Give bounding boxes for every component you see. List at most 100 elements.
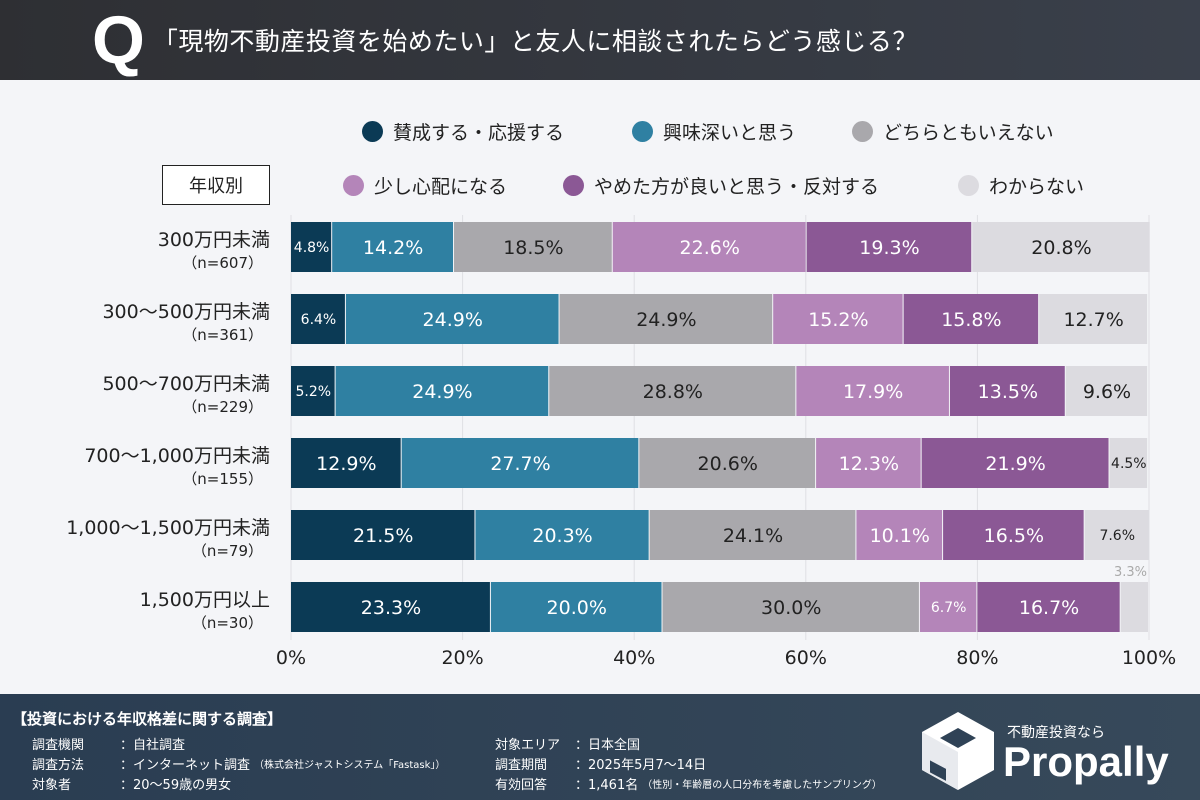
data-label: 15.8% bbox=[941, 309, 1001, 331]
category-n: （n=155） bbox=[182, 470, 263, 488]
bar-segment bbox=[1084, 510, 1149, 560]
legend-item: わからない bbox=[958, 172, 1084, 199]
category-label: 700〜1,000万円未満 bbox=[84, 445, 270, 467]
info-value: ：2025年5月7〜14日 bbox=[575, 758, 707, 773]
category-label: 300〜500万円未満 bbox=[102, 301, 270, 323]
bar-segment bbox=[1120, 582, 1148, 632]
bar-segment bbox=[649, 510, 856, 560]
header-banner: Q 「現物不動産投資を始めたい」と友人に相談されたらどう感じる？ bbox=[0, 0, 1200, 80]
legend-label: 賛成する・応援する bbox=[393, 122, 565, 144]
survey-info-row: 有効回答 ：1,461名 （性別・年齢層の人口分布を考慮したサンプリング） bbox=[495, 774, 882, 793]
info-value: ：自社調査 bbox=[120, 738, 186, 753]
legend-label: 少し心配になる bbox=[374, 176, 508, 198]
info-key: 有効回答 bbox=[495, 778, 548, 793]
data-label: 15.2% bbox=[808, 309, 868, 331]
bar-segment bbox=[291, 582, 490, 632]
legend-swatch bbox=[343, 175, 364, 196]
propally-logo-icon bbox=[922, 712, 994, 790]
data-label: 4.8% bbox=[294, 240, 330, 256]
stacked-bar-chart: 0% 20% 40% 60% 80% 100% 300万円未満 （n=607） 4.8% 14.2… bbox=[66, 215, 1176, 669]
data-label: 16.7% bbox=[1019, 597, 1079, 619]
legend-item: どちらともいえない bbox=[852, 118, 1054, 145]
bar-segment bbox=[291, 366, 335, 416]
x-tick-label: 20% bbox=[441, 647, 483, 669]
legend-label: どちらともいえない bbox=[883, 122, 1054, 144]
group-label: 年収別 bbox=[162, 165, 270, 205]
category-n: （n=79） bbox=[192, 542, 263, 560]
info-key: 調査期間 bbox=[495, 758, 548, 773]
bar-segment bbox=[806, 222, 972, 272]
brand-name: Propally bbox=[1003, 738, 1169, 785]
survey-title: 【投資における年収格差に関する調査】 bbox=[12, 710, 283, 728]
x-tick-label: 40% bbox=[613, 647, 655, 669]
data-label: 20.8% bbox=[1031, 237, 1091, 259]
info-note: （性別・年齢層の人口分布を考慮したサンプリング） bbox=[642, 780, 882, 791]
data-label: 14.2% bbox=[363, 237, 423, 259]
bar-segment bbox=[335, 366, 549, 416]
data-label: 18.5% bbox=[503, 237, 563, 259]
legend-item: やめた方が良いと思う・反対する bbox=[563, 172, 879, 199]
bar-segment bbox=[1109, 438, 1148, 488]
data-label: 20.6% bbox=[698, 453, 758, 475]
data-label: 21.9% bbox=[985, 453, 1045, 475]
data-label: 6.7% bbox=[931, 600, 967, 616]
data-label: 22.6% bbox=[680, 237, 740, 259]
bar-segment bbox=[816, 438, 921, 488]
data-label: 24.9% bbox=[412, 381, 472, 403]
info-key: 対象エリア bbox=[495, 738, 561, 753]
bar-segment bbox=[291, 510, 475, 560]
category-n: （n=30） bbox=[192, 614, 263, 632]
info-key: 調査機関 bbox=[32, 738, 85, 753]
bar-segment bbox=[1065, 366, 1148, 416]
category-n: （n=229） bbox=[182, 398, 263, 416]
data-label: 12.3% bbox=[839, 453, 899, 475]
bar-segment bbox=[291, 294, 345, 344]
x-tick-label: 60% bbox=[785, 647, 827, 669]
data-label: 13.5% bbox=[978, 381, 1038, 403]
data-label: 30.0% bbox=[761, 597, 821, 619]
legend-swatch bbox=[852, 121, 873, 142]
bar-segment bbox=[796, 366, 949, 416]
data-label: 21.5% bbox=[353, 525, 413, 547]
legend-label: 興味深いと思う bbox=[663, 122, 797, 144]
data-label: 27.7% bbox=[490, 453, 550, 475]
survey-info-row: 調査期間 ：2025年5月7〜14日 bbox=[495, 754, 710, 773]
data-label: 5.2% bbox=[296, 384, 332, 400]
bar-segment bbox=[977, 582, 1120, 632]
info-key: 対象者 bbox=[32, 778, 72, 793]
category-n: （n=361） bbox=[182, 326, 263, 344]
bar-segment bbox=[332, 222, 454, 272]
brand-tagline: 不動産投資なら bbox=[1007, 725, 1105, 741]
legend-label: わからない bbox=[989, 176, 1085, 198]
x-tick-label: 100% bbox=[1122, 647, 1176, 669]
data-label: 23.3% bbox=[361, 597, 421, 619]
data-label: 24.9% bbox=[423, 309, 483, 331]
data-label: 24.9% bbox=[636, 309, 696, 331]
bar-segment bbox=[903, 294, 1039, 344]
data-label: 4.5% bbox=[1111, 456, 1147, 472]
survey-info-row: 対象エリア ：日本全国 bbox=[495, 734, 644, 753]
bar-segment bbox=[401, 438, 639, 488]
bar-segment bbox=[559, 294, 773, 344]
data-label: 12.7% bbox=[1063, 309, 1123, 331]
category-label: 300万円未満 bbox=[158, 229, 270, 251]
legend-item: 少し心配になる bbox=[343, 172, 507, 199]
legend-item: 興味深いと思う bbox=[632, 118, 796, 145]
data-label: 9.6% bbox=[1083, 381, 1131, 403]
bar-segment bbox=[612, 222, 806, 272]
bar-segment bbox=[662, 582, 919, 632]
data-label: 7.6% bbox=[1099, 528, 1135, 544]
q-mark: Q bbox=[92, 2, 145, 78]
legend-swatch bbox=[563, 175, 584, 196]
bar-segment bbox=[1039, 294, 1148, 344]
survey-info-row: 調査方法 ：インターネット調査 （株式会社ジャストシステム「Fastask」） bbox=[32, 754, 445, 773]
legend-label: やめた方が良いと思う・反対する bbox=[594, 176, 880, 198]
survey-info-row: 対象者 ：20〜59歳の男女 bbox=[32, 774, 235, 793]
info-key: 調査方法 bbox=[32, 758, 85, 773]
bar-segment bbox=[475, 510, 649, 560]
bar-segment bbox=[291, 438, 401, 488]
data-label: 16.5% bbox=[984, 525, 1044, 547]
category-label: 1,000〜1,500万円未満 bbox=[66, 517, 270, 539]
bar-segment bbox=[490, 582, 662, 632]
bar-segment bbox=[773, 294, 903, 344]
